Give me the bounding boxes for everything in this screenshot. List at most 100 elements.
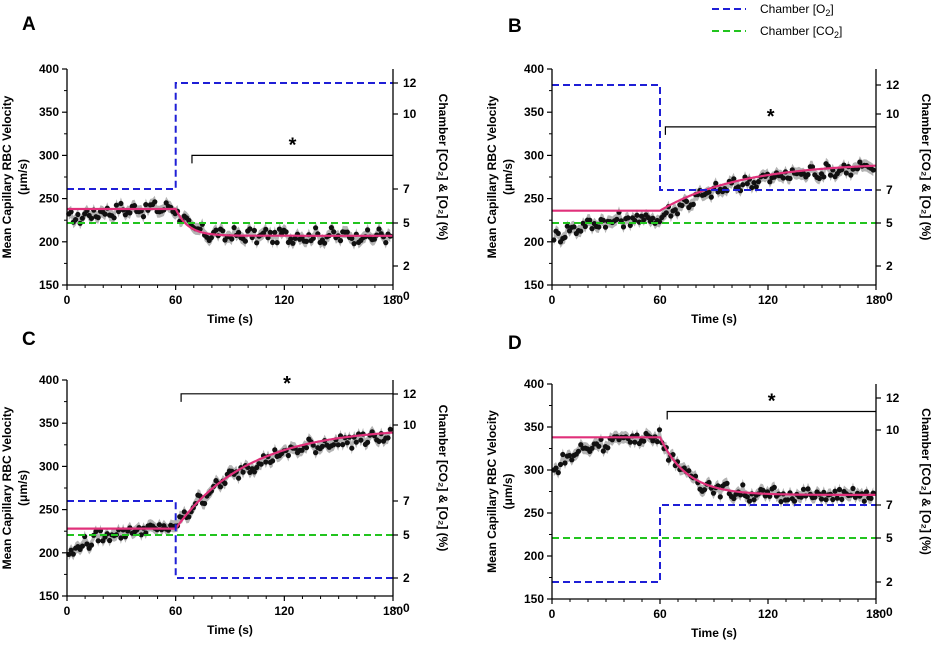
significance-bracket — [666, 410, 876, 420]
data-point — [683, 198, 690, 204]
data-point — [236, 475, 242, 481]
y2-tick-label: 0 — [403, 601, 410, 615]
data-point — [220, 228, 226, 234]
data-point — [668, 213, 674, 219]
y2-tick-label: 2 — [886, 575, 893, 589]
x-axis-label: Time (s) — [207, 623, 253, 637]
data-point — [805, 486, 811, 492]
data-point — [383, 240, 389, 246]
data-point — [274, 240, 280, 246]
data-point — [222, 480, 228, 486]
data-point — [735, 184, 741, 190]
data-point — [710, 490, 717, 496]
data-point — [836, 486, 843, 493]
data-point — [335, 442, 341, 448]
data-point — [791, 498, 798, 504]
data-point — [816, 175, 822, 182]
data-point — [313, 225, 319, 231]
data-point — [713, 180, 719, 186]
y2-tick-label: 0 — [886, 290, 893, 304]
data-point — [288, 236, 294, 242]
data-point — [632, 439, 638, 445]
data-point — [724, 480, 730, 486]
data-point — [575, 448, 582, 454]
data-point — [679, 202, 685, 209]
data-point — [70, 551, 76, 557]
data-point — [717, 494, 723, 500]
panel-label: A — [22, 14, 36, 35]
legend-co2-text: Chamber [CO2] — [760, 24, 842, 40]
y-tick-label: 250 — [524, 506, 544, 520]
data-point — [746, 498, 753, 504]
data-point — [242, 238, 248, 244]
y2-axis-label: Chamber [CO₂] & [O₂] (%) — [919, 94, 933, 241]
data-point — [152, 199, 158, 205]
data-point — [582, 223, 588, 230]
x-tick-label: 60 — [169, 604, 183, 618]
y-tick-label: 150 — [39, 278, 59, 292]
data-point — [740, 182, 746, 188]
data-point — [365, 227, 371, 233]
data-point — [686, 468, 692, 474]
y-tick-label: 400 — [524, 62, 544, 76]
data-point — [589, 226, 595, 232]
data-point — [787, 175, 793, 182]
o2-step-line — [552, 84, 876, 191]
data-point — [596, 443, 602, 449]
data-point — [365, 439, 371, 445]
y-axis-label: Mean Capillary RBC Velocity — [0, 406, 14, 569]
data-point — [641, 438, 647, 444]
o2-step-line — [552, 504, 876, 583]
significance-bracket — [191, 154, 393, 164]
data-point — [600, 448, 606, 454]
data-point — [131, 203, 138, 209]
y-tick-label: 200 — [524, 235, 544, 249]
data-point — [371, 236, 377, 242]
data-point — [656, 219, 663, 225]
y2-tick-label: 5 — [403, 528, 410, 542]
data-point — [68, 547, 74, 553]
data-point — [283, 229, 289, 235]
y-tick-label: 400 — [39, 373, 59, 387]
y-tick-label: 300 — [39, 148, 59, 162]
data-point — [674, 211, 681, 217]
data-point — [358, 437, 364, 443]
data-point — [665, 457, 672, 463]
data-point — [344, 229, 350, 235]
data-point — [299, 447, 305, 453]
sem-band — [553, 156, 874, 248]
data-point — [251, 469, 257, 475]
y-tick-label: 400 — [524, 377, 544, 391]
data-point — [848, 172, 854, 178]
y2-tick-label: 10 — [886, 423, 900, 437]
data-point — [731, 176, 737, 182]
y-axis-label: Mean Capillary RBC Velocity — [0, 95, 14, 258]
data-point — [272, 229, 278, 235]
y2-tick-label: 7 — [403, 494, 410, 508]
significance-star: * — [767, 106, 775, 128]
data-point — [263, 226, 269, 232]
o2-step-line — [67, 500, 393, 579]
y-axis-unit: (μm/s) — [501, 159, 515, 195]
data-point — [663, 210, 669, 216]
data-point — [213, 227, 219, 233]
data-point — [650, 215, 656, 221]
data-point — [251, 227, 257, 234]
data-point — [614, 216, 620, 222]
panel-label: D — [508, 333, 522, 354]
data-point — [701, 487, 708, 493]
data-point — [780, 175, 786, 181]
data-point — [737, 492, 744, 498]
data-point — [569, 457, 575, 463]
data-point — [798, 494, 804, 500]
data-point — [202, 500, 208, 507]
panel-label: C — [22, 329, 36, 350]
y2-tick-label: 10 — [403, 107, 417, 121]
fit-curve — [552, 436, 876, 496]
y-tick-label: 400 — [39, 62, 59, 76]
y-tick-label: 350 — [524, 420, 544, 434]
data-point — [236, 229, 242, 236]
